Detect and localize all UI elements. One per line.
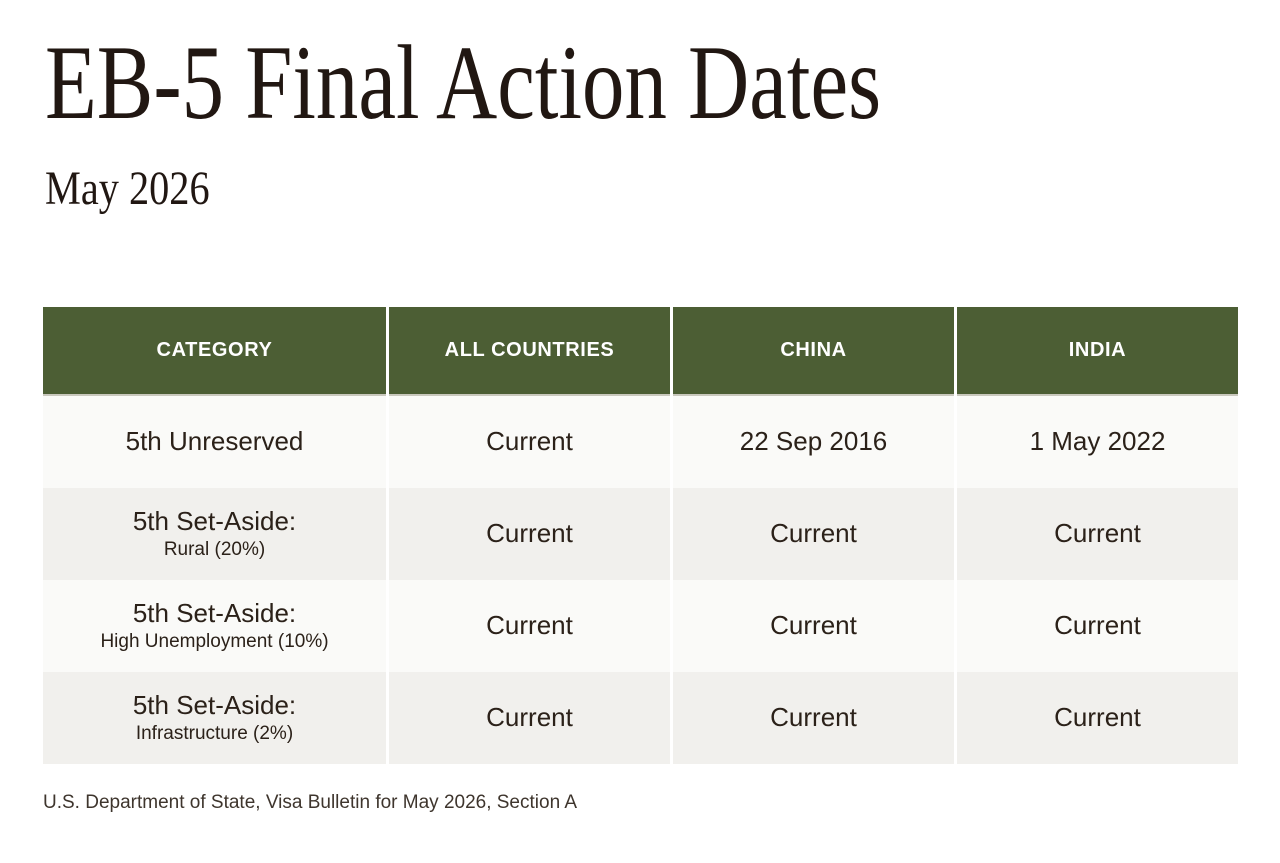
table-row-category: 5th Set-Aside: Infrastructure (2%) <box>43 672 386 764</box>
table-cell-india: Current <box>957 672 1238 764</box>
category-label: 5th Set-Aside: <box>132 690 297 721</box>
final-action-dates-table: CATEGORY ALL COUNTRIES CHINA INDIA 5th U… <box>43 307 1238 764</box>
table-cell-all-countries: Current <box>389 396 670 488</box>
source-note: U.S. Department of State, Visa Bulletin … <box>43 792 578 813</box>
table-row-category: 5th Set-Aside: High Unemployment (10%) <box>43 580 386 672</box>
table-cell-india: Current <box>957 580 1238 672</box>
page-subtitle: May 2026 <box>45 162 210 215</box>
category-sublabel: High Unemployment (10%) <box>100 631 329 653</box>
table-cell-china: Current <box>673 672 954 764</box>
table-header-china: CHINA <box>673 307 954 396</box>
category-label: 5th Set-Aside: <box>132 598 297 629</box>
table-cell-india: 1 May 2022 <box>957 396 1238 488</box>
table-header-india: INDIA <box>957 307 1238 396</box>
table-row-category: 5th Set-Aside: Rural (20%) <box>43 488 386 580</box>
category-label: 5th Unreserved <box>125 426 304 457</box>
table-cell-all-countries: Current <box>389 672 670 764</box>
category-label: 5th Set-Aside: <box>132 506 297 537</box>
page-title: EB-5 Final Action Dates <box>45 24 882 141</box>
table-cell-china: Current <box>673 488 954 580</box>
table-cell-all-countries: Current <box>389 488 670 580</box>
category-sublabel: Infrastructure (2%) <box>135 723 294 745</box>
table-row-category: 5th Unreserved <box>43 396 386 488</box>
category-sublabel: Rural (20%) <box>163 539 266 561</box>
table-cell-all-countries: Current <box>389 580 670 672</box>
table-cell-india: Current <box>957 488 1238 580</box>
table-header-all-countries: ALL COUNTRIES <box>389 307 670 396</box>
table-cell-china: Current <box>673 580 954 672</box>
table-cell-china: 22 Sep 2016 <box>673 396 954 488</box>
table-header-category: CATEGORY <box>43 307 386 396</box>
